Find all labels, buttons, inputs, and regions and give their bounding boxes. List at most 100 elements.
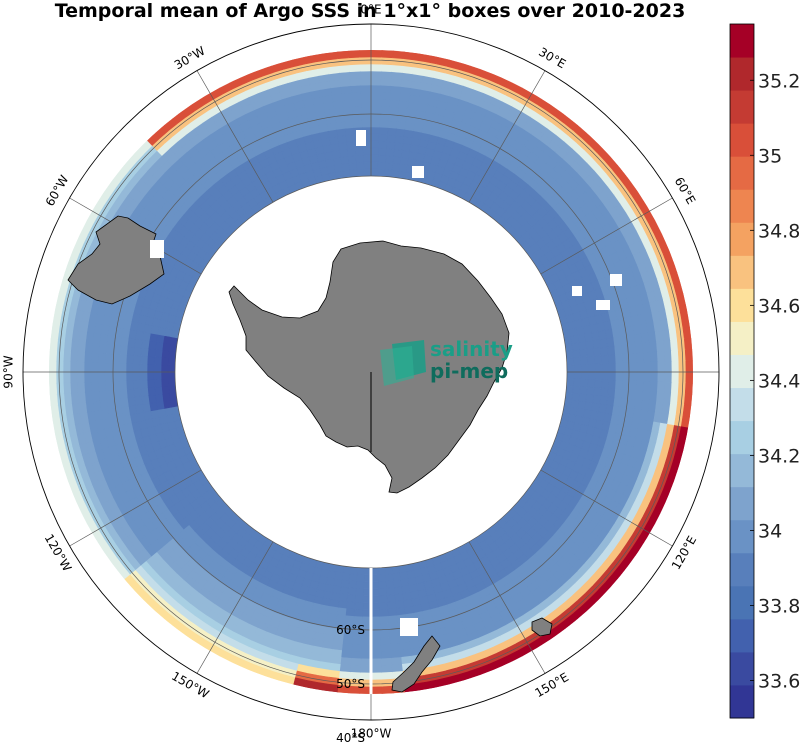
salinity-cell (147, 348, 156, 358)
salinity-cell (391, 64, 404, 73)
salinity-pi-mep-logo: salinity pi-mep (380, 337, 513, 386)
salinity-cell (353, 119, 363, 128)
longitude-label: 30°E (536, 45, 568, 72)
salinity-cell (360, 84, 372, 93)
salinity-cell (385, 580, 395, 589)
salinity-cell (378, 126, 389, 135)
salinity-cell (70, 340, 79, 352)
salinity-cell (125, 354, 134, 365)
salinity-cell (167, 357, 176, 366)
salinity-cell (341, 643, 353, 652)
salinity-cell (394, 134, 405, 144)
salinity-cell (348, 162, 358, 171)
salinity-cell (62, 360, 71, 373)
latitude-label: 50°S (336, 677, 365, 691)
salinity-cell (76, 381, 86, 393)
salinity-cell (657, 371, 666, 383)
salinity-cell (392, 579, 402, 589)
salinity-cell (683, 393, 693, 407)
salinity-cell (387, 127, 397, 136)
salinity-cell (350, 657, 362, 667)
salinity-cell (370, 147, 380, 156)
salinity-cell (346, 594, 356, 603)
salinity-cell (566, 371, 575, 380)
salinity-cell (339, 78, 352, 87)
salinity-cell (390, 650, 402, 659)
salinity-cell (380, 664, 393, 674)
salinity-cell (360, 91, 372, 100)
salinity-cell (379, 630, 390, 639)
salinity-cell (356, 161, 365, 170)
salinity-cell (362, 147, 372, 156)
salinity-cell (379, 119, 389, 128)
salinity-cell (564, 392, 574, 401)
colorbar-tick-label: 34.6 (758, 295, 800, 317)
salinity-cell (684, 349, 693, 362)
salinity-cell (380, 84, 392, 94)
salinity-cell (353, 609, 364, 618)
salinity-cell (340, 650, 352, 659)
salinity-cell (389, 92, 401, 101)
salinity-cell (370, 168, 379, 177)
salinity-cell (578, 341, 588, 351)
salinity-cell (628, 389, 637, 401)
salinity-cell (657, 361, 666, 373)
salinity-cell (49, 382, 58, 395)
logo-line-1: salinity (430, 337, 513, 361)
salinity-cell (346, 141, 356, 150)
salinity-cell (565, 385, 574, 394)
salinity-cell (683, 337, 693, 351)
salinity-cell (341, 92, 353, 101)
salinity-cell (635, 343, 644, 354)
salinity-cell (360, 70, 372, 79)
salinity-cell (643, 371, 652, 383)
salinity-cell (378, 147, 387, 156)
salinity-cell (98, 390, 107, 401)
salinity-cell (377, 567, 386, 576)
salinity-cell (360, 658, 372, 667)
salinity-cell (361, 105, 372, 114)
salinity-cell (83, 361, 92, 373)
salinity-cell (378, 595, 388, 604)
salinity-cell (370, 63, 383, 72)
salinity-cell (342, 106, 354, 115)
salinity-cell (147, 386, 156, 396)
colorbar-swatch (730, 255, 754, 289)
salinity-cell (608, 379, 617, 390)
salinity-cell (349, 70, 362, 80)
salinity-cell (76, 361, 85, 373)
salinity-cell (392, 50, 406, 60)
salinity-cell (387, 615, 398, 624)
salinity-cell (139, 363, 148, 373)
colorbar-swatch (730, 354, 754, 389)
salinity-cell (342, 636, 353, 645)
salinity-cell (126, 346, 135, 356)
salinity-cell (388, 629, 400, 638)
salinity-cell (642, 381, 652, 392)
salinity-cell (573, 378, 582, 387)
salinity-cell (132, 355, 141, 365)
salinity-cell (370, 105, 381, 114)
colorbar-tick-label: 34.4 (758, 370, 800, 392)
salinity-cell (650, 361, 659, 373)
salinity-cell (370, 126, 380, 135)
salinity-cell (579, 386, 588, 396)
salinity-cell (104, 371, 113, 382)
salinity-cell (599, 338, 609, 349)
salinity-cell (139, 371, 148, 381)
salinity-cell (642, 390, 651, 402)
salinity-cell (586, 348, 595, 358)
salinity-cell (636, 352, 645, 364)
salinity-cell (388, 106, 400, 115)
longitude-label: 60°E (672, 175, 699, 207)
salinity-cell (55, 360, 64, 373)
colorbar-tick-label: 33.8 (758, 595, 800, 617)
salinity-cell (146, 371, 155, 381)
salinity-cell (580, 371, 589, 380)
salinity-cell (153, 356, 162, 366)
salinity-cell (650, 371, 659, 383)
salinity-cell (168, 385, 177, 394)
salinity-cell (391, 572, 401, 582)
salinity-cell (649, 341, 658, 353)
salinity-cell (615, 362, 624, 373)
